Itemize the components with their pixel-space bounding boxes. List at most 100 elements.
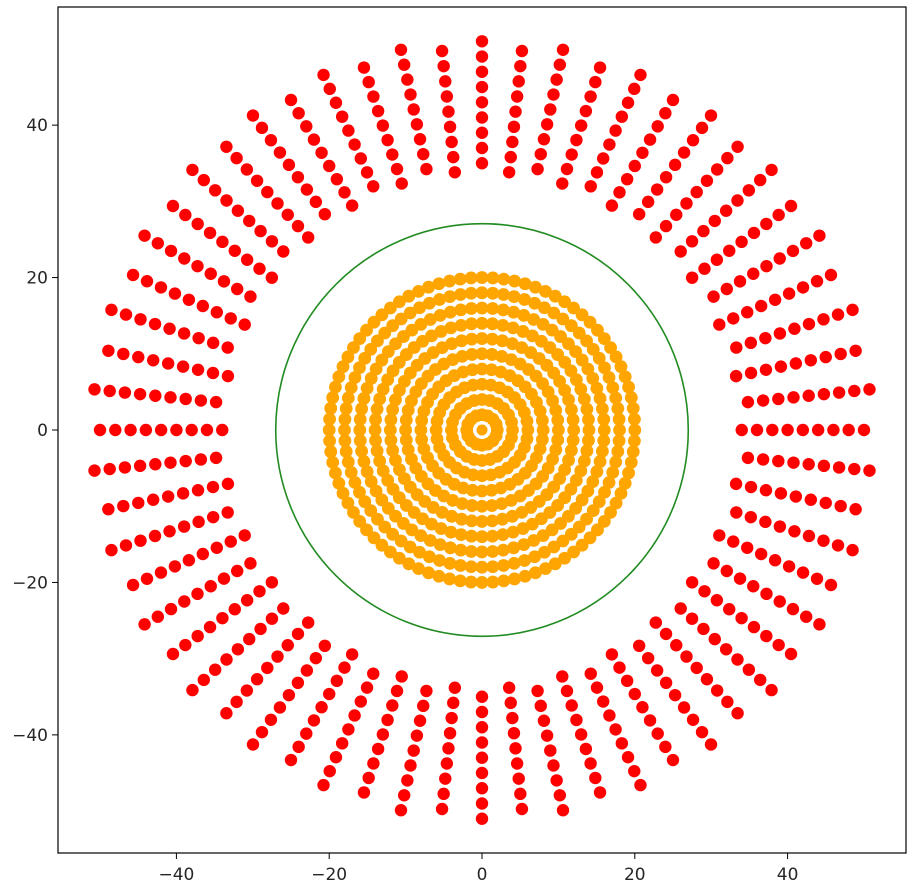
red-point xyxy=(119,539,133,552)
red-point xyxy=(447,696,460,710)
red-point xyxy=(277,245,290,258)
red-point xyxy=(437,787,450,801)
red-point xyxy=(766,423,779,437)
orange-point xyxy=(628,412,641,426)
red-point xyxy=(404,759,417,772)
red-point xyxy=(710,594,724,607)
red-point xyxy=(729,369,743,383)
red-point xyxy=(540,729,554,742)
orange-point xyxy=(611,402,625,415)
orange-point xyxy=(465,317,478,331)
orange-point xyxy=(425,517,438,531)
red-point xyxy=(395,670,408,683)
red-point xyxy=(789,490,803,503)
red-point xyxy=(553,789,567,802)
red-point xyxy=(515,802,529,816)
orange-point xyxy=(348,371,362,384)
red-point xyxy=(164,456,177,469)
orange-point xyxy=(516,522,530,535)
red-point xyxy=(550,73,563,86)
red-point xyxy=(731,140,744,153)
red-point xyxy=(787,391,800,404)
red-point xyxy=(593,61,607,74)
red-point xyxy=(674,602,687,615)
red-point xyxy=(846,303,859,317)
red-point xyxy=(149,458,162,471)
red-point xyxy=(813,229,826,242)
red-point xyxy=(727,535,740,548)
orange-point xyxy=(369,434,382,447)
red-point xyxy=(437,59,450,73)
orange-point xyxy=(577,454,591,468)
red-point xyxy=(804,354,817,367)
red-point xyxy=(179,208,192,222)
red-point xyxy=(273,146,287,159)
orange-point xyxy=(496,303,510,317)
red-point xyxy=(810,572,824,585)
red-point xyxy=(271,197,284,210)
red-point xyxy=(685,576,699,589)
orange-point xyxy=(443,557,457,570)
red-point xyxy=(685,235,699,248)
orange-point xyxy=(401,403,415,417)
orange-point xyxy=(485,363,498,377)
red-point xyxy=(735,235,748,249)
orange-point xyxy=(518,277,532,291)
red-point xyxy=(407,103,420,116)
red-point xyxy=(613,661,626,674)
red-point xyxy=(88,464,101,477)
orange-point xyxy=(548,289,562,303)
red-point xyxy=(244,290,257,303)
red-point xyxy=(231,564,244,578)
red-point xyxy=(753,173,767,187)
red-point xyxy=(772,638,785,652)
orange-point xyxy=(384,433,398,447)
red-point xyxy=(475,782,489,795)
red-point xyxy=(781,423,794,437)
red-point xyxy=(149,389,162,402)
red-point xyxy=(291,676,305,690)
x-axis: −40 −20 0 20 40 xyxy=(158,853,798,885)
orange-point xyxy=(413,545,426,559)
orange-point xyxy=(609,496,623,510)
orange-point xyxy=(609,350,623,364)
red-point xyxy=(240,594,254,607)
red-point xyxy=(756,394,770,407)
red-point xyxy=(103,462,116,476)
red-point xyxy=(133,459,147,473)
red-point xyxy=(787,456,800,469)
orange-point xyxy=(606,465,620,479)
orange-point xyxy=(485,499,499,512)
red-point xyxy=(615,110,629,123)
red-point xyxy=(118,386,132,399)
orange-point xyxy=(495,349,509,363)
red-point xyxy=(668,688,682,702)
red-point xyxy=(727,312,740,325)
y-tick-label: −20 xyxy=(12,573,48,593)
orange-point xyxy=(535,433,549,446)
red-point xyxy=(475,766,489,780)
orange-point xyxy=(551,433,565,447)
orange-point xyxy=(475,301,489,315)
red-point xyxy=(636,146,649,159)
red-point xyxy=(240,253,254,266)
orange-point xyxy=(475,362,489,376)
orange-point xyxy=(528,550,542,564)
orange-point xyxy=(443,305,457,319)
orange-point xyxy=(539,284,552,298)
red-point xyxy=(747,620,761,634)
orange-point xyxy=(567,545,580,559)
orange-point xyxy=(386,443,400,457)
red-point xyxy=(628,764,641,778)
red-point xyxy=(832,461,846,474)
red-point xyxy=(799,237,813,250)
red-point xyxy=(282,158,296,172)
red-point xyxy=(547,759,560,772)
orange-point xyxy=(593,392,607,405)
red-point xyxy=(741,306,754,319)
orange-point xyxy=(536,317,550,331)
orange-point xyxy=(486,286,500,300)
orange-point xyxy=(516,325,530,338)
red-point xyxy=(534,699,547,713)
red-point xyxy=(514,59,527,73)
